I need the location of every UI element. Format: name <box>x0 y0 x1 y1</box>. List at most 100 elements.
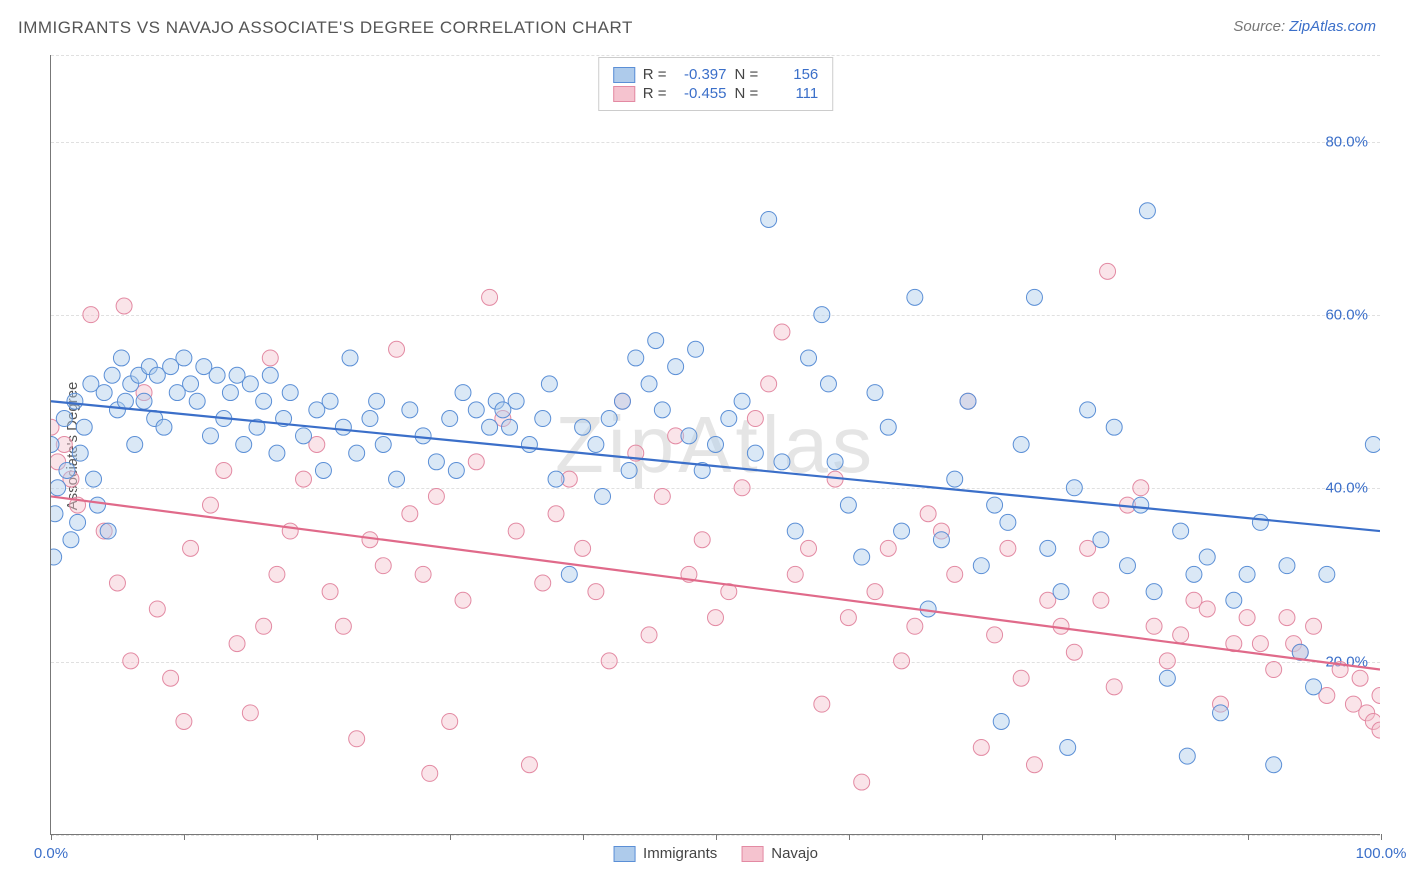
scatter-point-navajo <box>854 774 870 790</box>
scatter-point-immigrants <box>51 437 59 453</box>
scatter-point-immigrants <box>648 333 664 349</box>
scatter-point-navajo <box>1026 757 1042 773</box>
scatter-point-immigrants <box>1080 402 1096 418</box>
plot-area: ZipAtlas R = -0.397 N = 156 R = -0.455 N… <box>50 55 1380 835</box>
scatter-point-navajo <box>1100 263 1116 279</box>
scatter-point-immigrants <box>127 437 143 453</box>
scatter-point-navajo <box>282 523 298 539</box>
scatter-point-navajo <box>262 350 278 366</box>
scatter-point-immigrants <box>1179 748 1195 764</box>
scatter-point-navajo <box>116 298 132 314</box>
scatter-point-navajo <box>216 462 232 478</box>
trend-line-immigrants <box>51 401 1380 531</box>
scatter-point-navajo <box>1352 670 1368 686</box>
scatter-point-immigrants <box>628 350 644 366</box>
scatter-point-immigrants <box>688 341 704 357</box>
scatter-point-navajo <box>123 653 139 669</box>
scatter-point-immigrants <box>262 367 278 383</box>
scatter-point-immigrants <box>1013 437 1029 453</box>
scatter-point-immigrants <box>947 471 963 487</box>
scatter-svg <box>51 55 1380 834</box>
scatter-point-immigrants <box>1186 566 1202 582</box>
scatter-point-immigrants <box>67 393 83 409</box>
x-tick <box>51 834 52 840</box>
scatter-point-immigrants <box>104 367 120 383</box>
scatter-point-immigrants <box>136 393 152 409</box>
scatter-point-navajo <box>761 376 777 392</box>
scatter-point-immigrants <box>117 393 133 409</box>
scatter-point-immigrants <box>1060 739 1076 755</box>
scatter-point-immigrants <box>482 419 498 435</box>
scatter-point-immigrants <box>561 566 577 582</box>
scatter-point-immigrants <box>1306 679 1322 695</box>
scatter-point-immigrants <box>973 558 989 574</box>
scatter-point-navajo <box>468 454 484 470</box>
scatter-point-navajo <box>428 488 444 504</box>
x-tick-label: 100.0% <box>1356 845 1406 862</box>
legend-row-immigrants: R = -0.397 N = 156 <box>613 66 819 83</box>
scatter-point-navajo <box>1266 662 1282 678</box>
source-link[interactable]: ZipAtlas.com <box>1289 18 1376 35</box>
scatter-point-navajo <box>1252 636 1268 652</box>
scatter-point-immigrants <box>960 393 976 409</box>
scatter-point-immigrants <box>369 393 385 409</box>
scatter-point-immigrants <box>236 437 252 453</box>
scatter-point-immigrants <box>1266 757 1282 773</box>
scatter-point-navajo <box>840 610 856 626</box>
legend-label-navajo: Navajo <box>771 845 818 862</box>
scatter-point-navajo <box>1199 601 1215 617</box>
scatter-point-navajo <box>1159 653 1175 669</box>
scatter-point-navajo <box>1279 610 1295 626</box>
x-tick <box>1381 834 1382 840</box>
scatter-point-immigrants <box>787 523 803 539</box>
scatter-point-immigrants <box>521 437 537 453</box>
scatter-point-immigrants <box>63 532 79 548</box>
scatter-point-immigrants <box>541 376 557 392</box>
scatter-point-navajo <box>83 307 99 323</box>
scatter-point-navajo <box>349 731 365 747</box>
scatter-point-immigrants <box>402 402 418 418</box>
legend-item-navajo: Navajo <box>741 845 818 862</box>
scatter-point-navajo <box>322 584 338 600</box>
scatter-point-immigrants <box>1119 558 1135 574</box>
scatter-point-navajo <box>1239 610 1255 626</box>
scatter-point-navajo <box>402 506 418 522</box>
scatter-point-immigrants <box>209 367 225 383</box>
scatter-point-immigrants <box>601 411 617 427</box>
legend-item-immigrants: Immigrants <box>613 845 717 862</box>
scatter-point-navajo <box>1093 592 1109 608</box>
scatter-point-immigrants <box>993 713 1009 729</box>
scatter-point-immigrants <box>1146 584 1162 600</box>
scatter-point-immigrants <box>840 497 856 513</box>
scatter-point-immigrants <box>296 428 312 444</box>
scatter-point-immigrants <box>575 419 591 435</box>
scatter-point-immigrants <box>72 445 88 461</box>
scatter-point-immigrants <box>269 445 285 461</box>
scatter-point-immigrants <box>56 411 72 427</box>
r-value-navajo: -0.455 <box>675 85 727 102</box>
scatter-point-immigrants <box>51 480 66 496</box>
scatter-point-immigrants <box>342 350 358 366</box>
swatch-immigrants <box>613 67 635 83</box>
scatter-point-navajo <box>482 289 498 305</box>
scatter-point-navajo <box>1372 688 1380 704</box>
scatter-point-immigrants <box>654 402 670 418</box>
x-tick-label: 0.0% <box>34 845 68 862</box>
scatter-point-immigrants <box>894 523 910 539</box>
legend-label-immigrants: Immigrants <box>643 845 717 862</box>
scatter-point-navajo <box>163 670 179 686</box>
scatter-point-immigrants <box>933 532 949 548</box>
scatter-point-immigrants <box>1000 514 1016 530</box>
scatter-point-immigrants <box>1093 532 1109 548</box>
scatter-point-immigrants <box>595 488 611 504</box>
scatter-point-navajo <box>535 575 551 591</box>
scatter-point-navajo <box>774 324 790 340</box>
scatter-point-navajo <box>242 705 258 721</box>
scatter-point-navajo <box>747 411 763 427</box>
scatter-point-immigrants <box>820 376 836 392</box>
scatter-point-navajo <box>455 592 471 608</box>
scatter-point-immigrants <box>1159 670 1175 686</box>
r-label: R = <box>643 66 667 83</box>
x-tick <box>184 834 185 840</box>
scatter-point-immigrants <box>854 549 870 565</box>
